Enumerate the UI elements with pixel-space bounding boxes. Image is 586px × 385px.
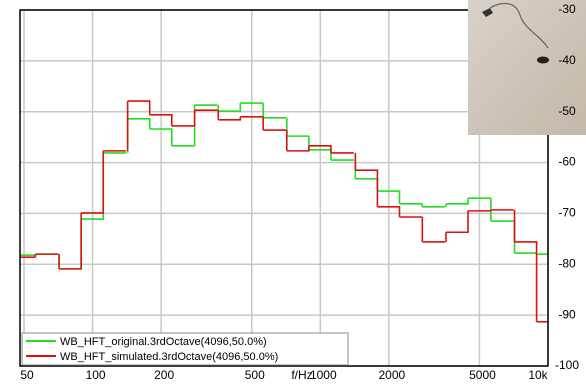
legend-label: WB_HFT_original.3rdOctave(4096,50.0%) [60, 336, 267, 348]
x-tick-label: 200 [154, 368, 174, 382]
x-tick-label: 2000 [378, 368, 405, 382]
y-tick-label: -100 [555, 358, 579, 372]
legend: WB_HFT_original.3rdOctave(4096,50.0%) WB_… [22, 333, 348, 365]
chart: -100 -90 -80 -70 -60 -50 -40 -30 50 100 200 500 100… [0, 0, 586, 385]
x-tick-label: 500 [245, 368, 265, 382]
x-tick-label: 100 [86, 368, 106, 382]
x-axis: 50 100 200 500 1000 2000 5000 10k [20, 368, 548, 382]
y-tick-label: -90 [558, 307, 576, 321]
y-tick-label: -60 [558, 155, 576, 169]
x-tick-label: 5000 [469, 368, 496, 382]
y-tick-label: -40 [558, 53, 576, 67]
y-tick-label: -50 [558, 104, 576, 118]
y-tick-label: -30 [558, 2, 576, 16]
photo-object [537, 57, 549, 64]
x-tick-label: 10k [528, 368, 548, 382]
y-tick-label: -70 [558, 206, 576, 220]
x-tick-label: 1000 [310, 368, 337, 382]
legend-label: WB_HFT_simulated.3rdOctave(4096,50.0%) [60, 351, 278, 363]
x-tick-label: 50 [20, 368, 34, 382]
x-axis-label: f/Hz [291, 368, 312, 382]
y-tick-label: -80 [558, 256, 576, 270]
